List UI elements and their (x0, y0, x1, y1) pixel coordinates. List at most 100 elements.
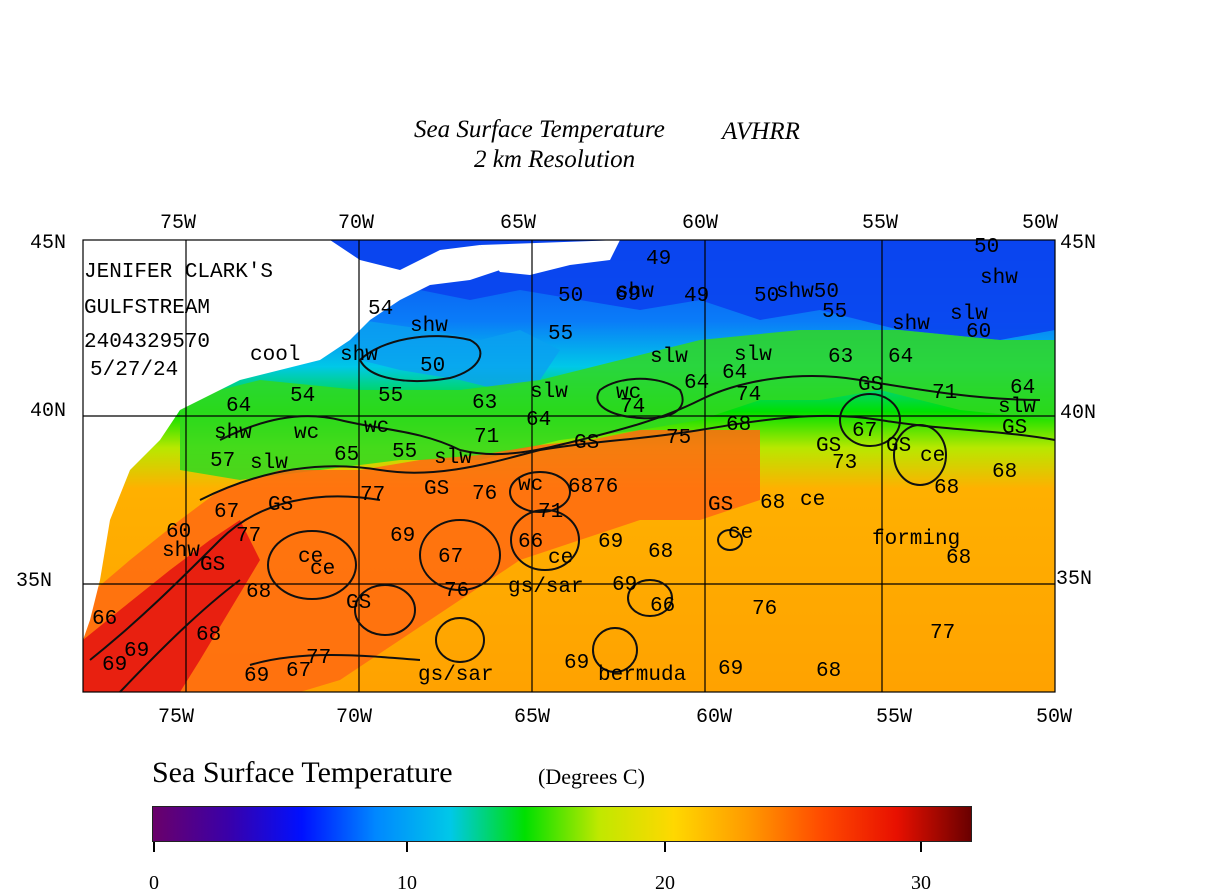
annotation-label: bermuda (598, 664, 686, 687)
credit-line-1: JENIFER CLARK'S (84, 261, 273, 284)
annotation-label: ce (920, 445, 945, 468)
lon-label-bottom-70w: 70W (336, 706, 372, 729)
annotation-label: shw (980, 267, 1018, 290)
longitude-labels-bottom: 75W 70W 65W 60W 55W 50W (158, 706, 1072, 729)
annotation-label: shw (892, 313, 930, 336)
annotation-label: ce (548, 547, 573, 570)
annotation-label: 74 (736, 384, 761, 407)
annotation-label: 67 (438, 546, 463, 569)
annotation-label: 75 (666, 427, 691, 450)
colorbar-label-20: 20 (655, 872, 675, 895)
colorbar-tick-30 (920, 842, 922, 852)
annotation-label: 55 (548, 323, 573, 346)
lon-label-top-75w: 75W (160, 212, 196, 235)
annotation-label: 68 (246, 581, 271, 604)
colorbar-tick-20 (664, 842, 666, 852)
lon-label-top-50w: 50W (1022, 212, 1058, 235)
annotation-label: 76 (444, 580, 469, 603)
annotation-label: 73 (832, 452, 857, 475)
annotation-label: wc (364, 416, 389, 439)
annotation-label: 68 (726, 414, 751, 437)
lon-label-bottom-75w: 75W (158, 706, 194, 729)
annotation-label: 69 (615, 284, 640, 307)
annotation-label: GS (200, 554, 225, 577)
annotation-label: 69 (390, 525, 415, 548)
annotation-label: 65 (334, 444, 359, 467)
annotation-label: 64 (526, 409, 551, 432)
lon-label-top-65w: 65W (500, 212, 536, 235)
credit-line-4: 5/27/24 (90, 359, 178, 382)
annotation-label: shw (340, 344, 378, 367)
annotation-label: 63 (472, 392, 497, 415)
annotation-label: 68 (946, 547, 971, 570)
annotation-label: ce (728, 522, 753, 545)
colorbar-label-0: 0 (149, 872, 159, 895)
lon-label-top-60w: 60W (682, 212, 718, 235)
annotation-label: 57 (210, 450, 235, 473)
annotation-label: shw (214, 422, 252, 445)
lat-label-right-35n: 35N (1056, 568, 1092, 591)
credit-line-2: GULFSTREAM (84, 297, 210, 320)
colorbar-title: Sea Surface Temperature (152, 756, 453, 790)
annotation-label: 77 (360, 484, 385, 507)
colorbar-tick-0 (153, 842, 155, 852)
annotation-label: 6876 (568, 476, 618, 499)
annotation-label: 67 (852, 420, 877, 443)
annotation-label: ce (800, 489, 825, 512)
annotation-label: shw (162, 540, 200, 563)
annotation-label: 50 (974, 236, 999, 259)
sst-map: 75W 70W 65W 60W 55W 50W 75W 70W 65W 60W … (0, 0, 1224, 750)
lat-label-left-40n: 40N (30, 400, 66, 423)
annotation-label: 68 (760, 492, 785, 515)
lat-label-left-35n: 35N (16, 570, 52, 593)
annotation-label: 49 (684, 285, 709, 308)
annotation-label: slw (434, 447, 472, 470)
annotation-label: 68 (934, 477, 959, 500)
lon-label-bottom-50w: 50W (1036, 706, 1072, 729)
colorbar-unit: (Degrees C) (538, 764, 645, 790)
lat-label-right-45n: 45N (1060, 232, 1096, 255)
annotation-label: 54 (290, 385, 315, 408)
annotation-label: 67 (286, 660, 311, 683)
annotation-label: 55 (822, 301, 847, 324)
annotation-label: 54 (368, 298, 393, 321)
annotation-label: 55 (378, 385, 403, 408)
lat-label-left-45n: 45N (30, 232, 66, 255)
annotation-label: slw (998, 396, 1036, 419)
annotation-label: ce (310, 558, 335, 581)
colorbar-tick-10 (406, 842, 408, 852)
annotation-label: 66 (518, 531, 543, 554)
longitude-labels-top: 75W 70W 65W 60W 55W 50W (160, 212, 1058, 235)
lon-label-bottom-60w: 60W (696, 706, 732, 729)
annotation-label: 76 (472, 483, 497, 506)
annotation-label: 69 (612, 574, 637, 597)
annotation-label: 60 (966, 321, 991, 344)
annotation-label: 49 (646, 248, 671, 271)
annotation-label: wc (518, 474, 543, 497)
colorbar-label-30: 30 (911, 872, 931, 895)
annotation-label: slw (530, 381, 568, 404)
annotation-label: GS (268, 494, 293, 517)
annotation-label: GS (886, 435, 911, 458)
annotation-label: 64 (888, 346, 913, 369)
annotation-label: GS (1002, 417, 1027, 440)
annotation-label: 71 (538, 501, 563, 524)
annotation-label: wc (294, 422, 319, 445)
annotation-label: GS (424, 478, 449, 501)
latitude-labels-left: 45N 40N 35N (16, 232, 66, 593)
annotation-label: cool (250, 344, 300, 367)
annotation-label: 68 (196, 624, 221, 647)
annotation-label: 69 (718, 658, 743, 681)
lon-label-bottom-55w: 55W (876, 706, 912, 729)
annotation-label: 50 (558, 285, 583, 308)
annotation-label: 76 (752, 598, 777, 621)
annotation-label: slw (650, 346, 688, 369)
annotation-label: 63 (828, 346, 853, 369)
annotation-label: gs/sar (508, 576, 584, 599)
annotation-label: GS (708, 494, 733, 517)
annotation-label: 68 (648, 541, 673, 564)
annotation-label: 67 (214, 501, 239, 524)
annotation-label: 77 (236, 525, 261, 548)
annotation-label: 69 (102, 654, 127, 677)
annotation-label: 64 (226, 395, 251, 418)
